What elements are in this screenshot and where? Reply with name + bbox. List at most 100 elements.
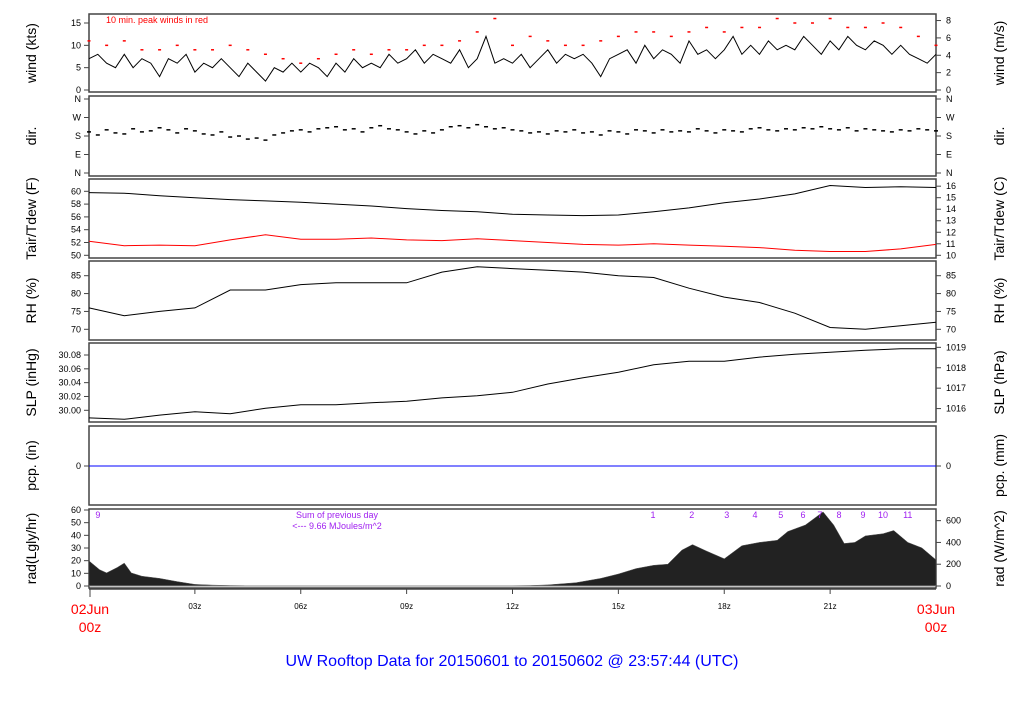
y-axis-label-right: SLP (hPa): [991, 350, 1007, 414]
y-tick-label: 52: [71, 238, 81, 248]
sun-hour-label: 4: [752, 510, 757, 520]
sun-hour-label: 9: [95, 510, 100, 520]
panel-frame: [88, 13, 937, 93]
panel-rh: RH (%) RH (%) 70 75 80 85 70 75 80 85: [23, 260, 1007, 341]
y-tick-label: 56: [71, 212, 81, 222]
y-tick-label: 30.00: [58, 405, 81, 415]
pressure-line: [88, 348, 936, 420]
y-tick-label-right: 75: [946, 306, 956, 316]
y-tick-label: 70: [71, 324, 81, 334]
y-tick-label-right: 0: [946, 581, 951, 591]
y-tick-label: 10: [71, 568, 81, 578]
y-axis-label-right: Tair/Tdew (C): [991, 176, 1007, 260]
y-tick-label: 5: [76, 63, 81, 73]
panel-temp: Tair/Tdew (F) Tair/Tdew (C) 50 52 54 56 58 60 10…: [23, 176, 1007, 260]
y-axis-label: dir.: [23, 127, 39, 146]
y-tick-label-right: 80: [946, 289, 956, 299]
y-tick-label-right: 200: [946, 559, 961, 569]
y-axis-label-right: wind (m/s): [991, 21, 1007, 87]
y-tick-label: 58: [71, 199, 81, 209]
y-tick-label-right: 8: [946, 16, 951, 26]
sun-hour-label: 10: [878, 510, 888, 520]
y-tick-label: 0: [76, 85, 81, 95]
panel-dir: dir. dir.N NE ES SW WN N: [23, 94, 1007, 178]
sun-hour-label: 2: [689, 510, 694, 520]
y-tick-label: 50: [71, 250, 81, 260]
y-tick-label: 75: [71, 306, 81, 316]
chart-title: UW Rooftop Data for 20150601 to 20150602…: [286, 653, 739, 670]
wind-speed-line: [88, 34, 937, 82]
panel-frame: [88, 95, 937, 177]
y-tick-label: 20: [71, 556, 81, 566]
y-axis-label: SLP (inHg): [23, 348, 39, 416]
y-axis-label: RH (%): [23, 278, 39, 324]
sun-hour-label: 3: [724, 510, 729, 520]
y-tick-label: 0: [76, 461, 81, 471]
y-tick-label-right: 1016: [946, 404, 966, 414]
panel-frame: [88, 178, 937, 259]
y-tick-label-right: 15: [946, 193, 956, 203]
panel-slp: SLP (inHg) SLP (hPa) 30.00 30.02 30.04 30.06 3…: [23, 342, 1007, 423]
y-axis-label-right: pcp. (mm): [991, 434, 1007, 497]
x-tick-label: 12z: [506, 602, 519, 611]
y-tick-label: 60: [71, 186, 81, 196]
y-tick-label: 30.06: [58, 364, 81, 374]
x-tick-label: 06z: [294, 602, 307, 611]
start-date-label: 02Jun: [71, 601, 109, 617]
x-axis: 03z 06z 09z 12z 15z 18z 21z 02Jun 00z 03Jun 00z: [71, 588, 955, 635]
y-tick-label-right: 4: [946, 50, 951, 60]
peak-wind-annotation: 10 min. peak winds in red: [106, 15, 208, 25]
y-tick-label-right: 14: [946, 204, 956, 214]
y-tick-label-right: 0: [946, 85, 951, 95]
x-tick-label: 09z: [400, 602, 413, 611]
panel-frame: [88, 260, 937, 341]
x-tick-label: 03z: [188, 602, 201, 611]
radiation-area: [508, 511, 937, 587]
radiation-area: [88, 560, 245, 587]
end-date-label: 03Jun: [917, 601, 955, 617]
y-axis-label-right: RH (%): [991, 278, 1007, 324]
y-tick-label-right: N: [946, 168, 953, 178]
panel-rad: rad(Lgly/hr) rad (W/m^2)01020304050600200…: [23, 505, 1007, 591]
sun-hour-label: 11: [903, 510, 912, 520]
y-tick-label: E: [75, 150, 81, 160]
panels: wind (kts) wind (m/s) 0 5 10 15 0 2 4 6 8 10 min. p…: [23, 13, 1007, 591]
y-tick-label-right: 70: [946, 324, 956, 334]
y-tick-label: 85: [71, 271, 81, 281]
y-tick-label: N: [75, 94, 82, 104]
y-tick-label: 10: [71, 40, 81, 50]
y-tick-label-right: E: [946, 150, 952, 160]
x-tick-label: 21z: [824, 602, 837, 611]
y-tick-label-right: W: [946, 113, 955, 123]
dewpoint-line: [88, 234, 937, 252]
y-tick-label: 30.08: [58, 350, 81, 360]
y-tick-label-right: 0: [946, 461, 951, 471]
y-tick-label-right: 12: [946, 227, 956, 237]
y-tick-label: N: [75, 168, 82, 178]
y-tick-label: 80: [71, 289, 81, 299]
y-tick-label: 30: [71, 543, 81, 553]
y-axis-label-right: dir.: [991, 127, 1007, 146]
y-tick-label-right: N: [946, 94, 953, 104]
end-time-label: 00z: [925, 619, 948, 635]
y-tick-label: 40: [71, 530, 81, 540]
y-tick-label-right: 85: [946, 271, 956, 281]
y-tick-label-right: 1017: [946, 383, 966, 393]
panel-wind: wind (kts) wind (m/s) 0 5 10 15 0 2 4 6 8 10 min. p…: [23, 13, 1007, 95]
x-tick-label: 18z: [718, 602, 731, 611]
y-tick-label-right: 2: [946, 68, 951, 78]
sun-hour-label: 9: [860, 510, 865, 520]
air-temperature-line: [88, 184, 937, 217]
y-tick-label-right: 6: [946, 33, 951, 43]
y-tick-label: 30.04: [58, 378, 81, 388]
y-tick-label-right: 16: [946, 181, 956, 191]
y-axis-label: wind (kts): [23, 23, 39, 84]
y-tick-label-right: 1019: [946, 342, 966, 352]
y-tick-label-right: 400: [946, 537, 961, 547]
y-tick-label: 54: [71, 225, 81, 235]
sun-hour-label: 8: [836, 510, 841, 520]
panel-pcp: pcp. (in) pcp. (mm) 0 0: [23, 425, 1007, 506]
radiation-sum-label: Sum of previous day: [296, 510, 379, 520]
y-tick-label-right: 13: [946, 216, 956, 226]
